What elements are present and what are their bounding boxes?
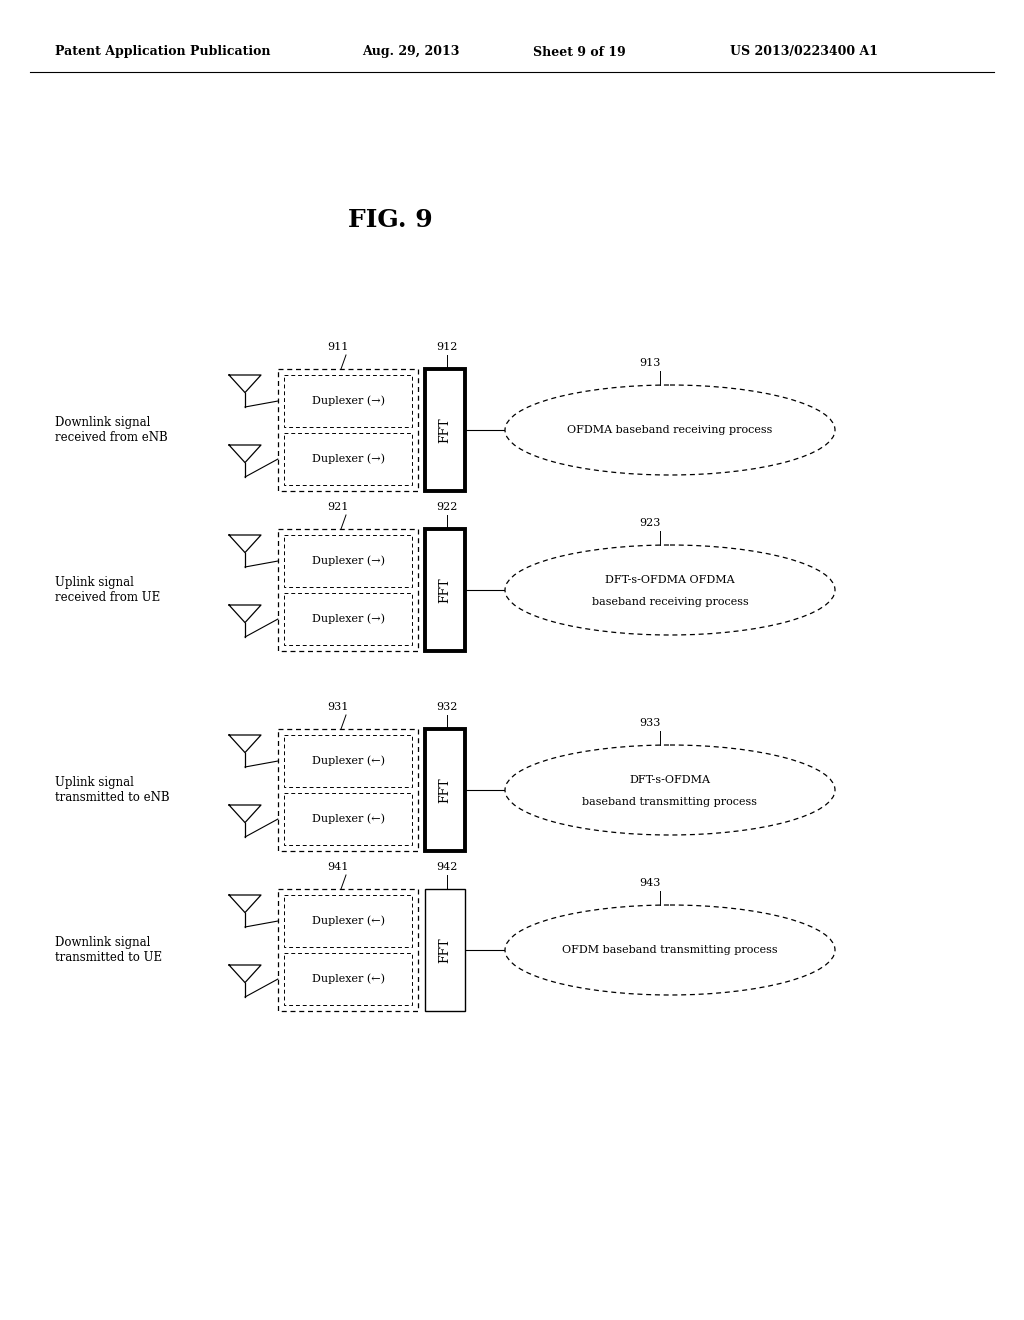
Text: Duplexer (←): Duplexer (←) [311, 756, 384, 767]
Text: Duplexer (→): Duplexer (→) [311, 556, 384, 566]
Text: FFT: FFT [438, 777, 452, 803]
Text: 912: 912 [436, 342, 458, 352]
Text: FIG. 9: FIG. 9 [347, 209, 432, 232]
Polygon shape [229, 375, 261, 392]
Text: baseband receiving process: baseband receiving process [592, 597, 749, 607]
Bar [284, 735, 412, 787]
Polygon shape [229, 605, 261, 623]
Text: baseband transmitting process: baseband transmitting process [583, 797, 758, 807]
Bar [284, 953, 412, 1005]
Text: Duplexer (→): Duplexer (→) [311, 614, 384, 624]
Text: DFT-s-OFDMA: DFT-s-OFDMA [630, 775, 711, 785]
Polygon shape [229, 445, 261, 462]
Text: Aug. 29, 2013: Aug. 29, 2013 [362, 45, 460, 58]
Text: Downlink signal
transmitted to UE: Downlink signal transmitted to UE [55, 936, 162, 964]
Text: OFDMA baseband receiving process: OFDMA baseband receiving process [567, 425, 773, 436]
Text: Duplexer (←): Duplexer (←) [311, 916, 384, 927]
Bar [278, 888, 418, 1011]
Polygon shape [229, 535, 261, 553]
Text: Uplink signal
received from UE: Uplink signal received from UE [55, 576, 160, 605]
Text: FFT: FFT [438, 937, 452, 962]
Text: 933: 933 [639, 718, 660, 729]
Text: Sheet 9 of 19: Sheet 9 of 19 [534, 45, 626, 58]
Text: Patent Application Publication: Patent Application Publication [55, 45, 270, 58]
Ellipse shape [505, 545, 835, 635]
Text: 931: 931 [328, 702, 349, 711]
Bar [425, 529, 465, 651]
Text: 913: 913 [639, 358, 660, 368]
Polygon shape [229, 895, 261, 912]
Text: US 2013/0223400 A1: US 2013/0223400 A1 [730, 45, 878, 58]
Polygon shape [229, 735, 261, 752]
Bar [278, 529, 418, 651]
Bar [425, 370, 465, 491]
Text: Duplexer (→): Duplexer (→) [311, 396, 384, 407]
Text: Duplexer (←): Duplexer (←) [311, 813, 384, 824]
Bar [425, 729, 465, 851]
Text: 943: 943 [639, 878, 660, 888]
Bar [278, 370, 418, 491]
Text: 911: 911 [328, 342, 349, 352]
Bar [284, 535, 412, 587]
Bar [284, 433, 412, 484]
Text: 921: 921 [328, 502, 349, 512]
Text: Downlink signal
received from eNB: Downlink signal received from eNB [55, 416, 168, 444]
Ellipse shape [505, 385, 835, 475]
Bar [284, 895, 412, 946]
Text: FFT: FFT [438, 417, 452, 442]
Bar [284, 375, 412, 426]
Text: Duplexer (←): Duplexer (←) [311, 974, 384, 985]
Polygon shape [229, 965, 261, 982]
Ellipse shape [505, 744, 835, 836]
Text: FFT: FFT [438, 577, 452, 603]
Text: 942: 942 [436, 862, 458, 873]
Text: Uplink signal
transmitted to eNB: Uplink signal transmitted to eNB [55, 776, 170, 804]
Text: Duplexer (→): Duplexer (→) [311, 454, 384, 465]
Text: 922: 922 [436, 502, 458, 512]
Text: 923: 923 [639, 517, 660, 528]
Text: 932: 932 [436, 702, 458, 711]
Polygon shape [229, 805, 261, 822]
Bar [284, 593, 412, 645]
Text: OFDM baseband transmitting process: OFDM baseband transmitting process [562, 945, 778, 954]
Bar [425, 888, 465, 1011]
Ellipse shape [505, 906, 835, 995]
Bar [278, 729, 418, 851]
Bar [284, 793, 412, 845]
Text: DFT-s-OFDMA OFDMA: DFT-s-OFDMA OFDMA [605, 576, 735, 585]
Text: 941: 941 [328, 862, 349, 873]
